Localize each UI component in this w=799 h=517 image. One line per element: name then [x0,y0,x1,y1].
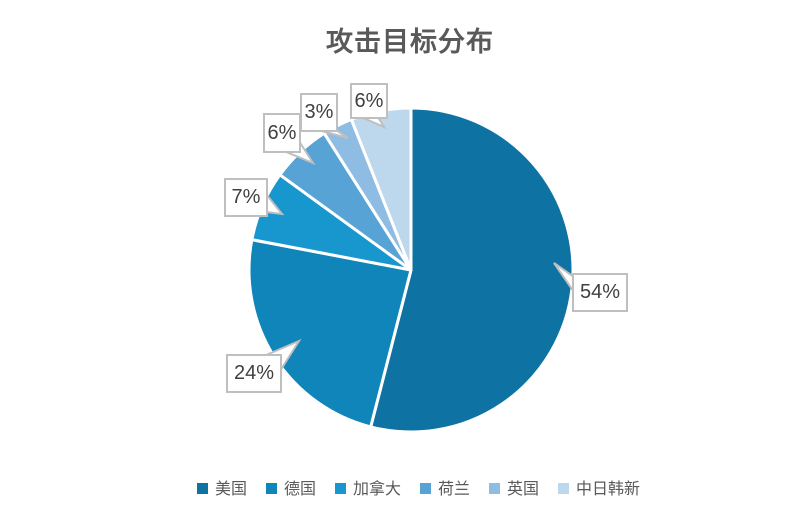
legend-swatch-icon [558,482,570,494]
legend-item-德国: 德国 [265,475,316,499]
legend-label: 荷兰 [438,481,471,498]
legend-label: 德国 [283,481,316,498]
legend-swatch-icon [334,482,346,494]
data-label-英国: 3% [300,93,338,132]
data-label-荷兰: 6% [263,113,301,153]
legend-item-英国: 英国 [489,475,539,499]
data-label-中日韩新: 6% [350,83,388,119]
legend-item-中日韩新: 中日韩新 [558,475,640,499]
legend-swatch-icon [420,482,431,494]
legend-label: 美国 [214,481,247,498]
legend-item-加拿大: 加拿大 [334,475,401,499]
legend-label: 英国 [507,481,540,498]
legend: 美国 德国 加拿大 荷兰 英国 中日韩新 [0,475,799,499]
data-label-美国: 54% [572,273,628,312]
legend-item-美国: 美国 [196,475,247,499]
chart-title: 攻击目标分布 [326,27,494,57]
legend-swatch-icon [489,482,501,494]
legend-swatch-icon [265,482,277,494]
legend-label: 中日韩新 [576,481,641,498]
legend-swatch-icon [196,482,208,494]
legend-label: 加拿大 [352,481,401,498]
data-label-加拿大: 7% [224,178,268,217]
legend-item-荷兰: 荷兰 [420,475,470,499]
data-label-德国: 24% [226,354,282,393]
